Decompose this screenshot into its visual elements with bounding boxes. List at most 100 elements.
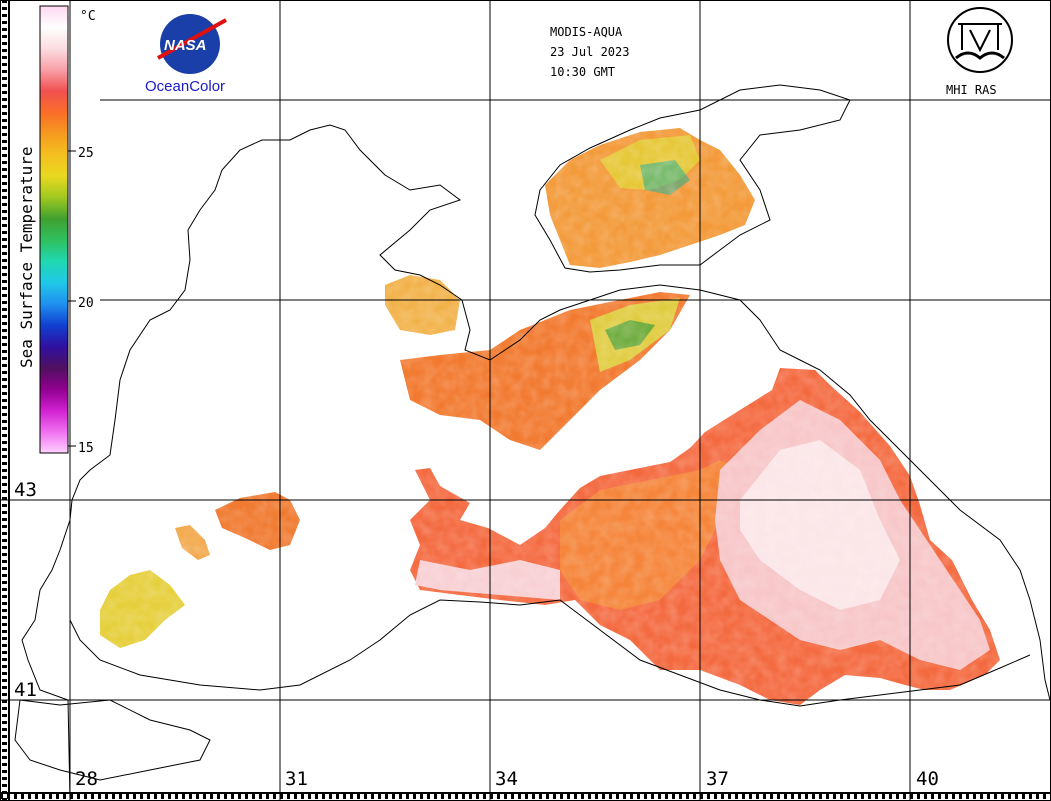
tick-mark: [2, 245, 7, 248]
tick-mark: [2, 707, 7, 710]
tick-mark: [2, 637, 7, 640]
tick-mark: [2, 532, 7, 535]
tick-mark: [924, 794, 927, 799]
tick-mark: [2, 98, 7, 101]
tick-mark: [637, 794, 640, 799]
tick-mark: [938, 794, 941, 799]
tick-mark: [2, 476, 7, 479]
tick-mark: [105, 794, 108, 799]
tick-mark: [2, 672, 7, 675]
tick-mark: [1043, 794, 1046, 799]
tick-mark: [763, 794, 766, 799]
tick-mark: [112, 794, 115, 799]
tick-mark: [98, 794, 101, 799]
tick-mark: [455, 794, 458, 799]
tick-mark: [2, 322, 7, 325]
tick-mark: [2, 665, 7, 668]
tick-mark: [2, 371, 7, 374]
tick-mark: [721, 794, 724, 799]
tick-mark: [196, 794, 199, 799]
tick-mark: [2, 147, 7, 150]
tick-mark: [364, 794, 367, 799]
tick-mark: [504, 794, 507, 799]
tick-mark: [266, 794, 269, 799]
tick-mark: [728, 794, 731, 799]
tick-mark: [980, 794, 983, 799]
tick-mark: [2, 602, 7, 605]
time-label: 10:30 GMT: [550, 65, 615, 79]
tick-mark: [7, 794, 10, 799]
tick-mark: [910, 794, 913, 799]
tick-mark: [2, 7, 7, 10]
tick-mark: [2, 273, 7, 276]
tick-mark: [2, 294, 7, 297]
tick-mark: [2, 777, 7, 780]
tick-mark: [518, 794, 521, 799]
tick-mark: [490, 794, 493, 799]
tick-mark: [2, 441, 7, 444]
tick-mark: [434, 794, 437, 799]
tick-mark: [714, 794, 717, 799]
tick-mark: [2, 14, 7, 17]
tick-mark: [812, 794, 815, 799]
lon-label-40: 40: [916, 768, 939, 790]
tick-mark: [427, 794, 430, 799]
tick-mark: [2, 35, 7, 38]
tick-mark: [644, 794, 647, 799]
tick-mark: [2, 784, 7, 787]
tick-mark: [539, 794, 542, 799]
tick-mark: [749, 794, 752, 799]
tick-mark: [2, 196, 7, 199]
lon-label-34: 34: [495, 768, 518, 790]
tick-mark: [259, 794, 262, 799]
tick-mark: [2, 392, 7, 395]
tick-mark: [476, 794, 479, 799]
tick-mark: [2, 266, 7, 269]
tick-mark: [35, 794, 38, 799]
mhi-ras-logo: MHI RAS: [946, 7, 1013, 97]
tick-mark: [2, 259, 7, 262]
tick-mark: [2, 616, 7, 619]
tick-mark: [2, 658, 7, 661]
tick-mark: [917, 794, 920, 799]
tick-mark: [672, 794, 675, 799]
tick-mark: [1001, 794, 1004, 799]
tick-mark: [28, 794, 31, 799]
tick-mark: [2, 455, 7, 458]
tick-mark: [2, 350, 7, 353]
tick-mark: [1015, 794, 1018, 799]
tick-mark: [2, 63, 7, 66]
tick-mark: [2, 511, 7, 514]
tick-mark: [413, 794, 416, 799]
tick-mark: [2, 567, 7, 570]
tick-mark: [399, 794, 402, 799]
tick-mark: [56, 794, 59, 799]
tick-mark: [595, 794, 598, 799]
axis-labels: 28 31 34 37 40 43 41: [14, 479, 939, 790]
lon-label-37: 37: [706, 768, 729, 790]
tick-mark: [2, 203, 7, 206]
tick-mark: [385, 794, 388, 799]
tick-mark: [847, 794, 850, 799]
tick-mark: [2, 462, 7, 465]
tick-mark: [2, 154, 7, 157]
nasa-meatball-icon: [160, 14, 220, 74]
tick-mark: [2, 770, 7, 773]
tick-mark: [392, 794, 395, 799]
tick-mark: [189, 794, 192, 799]
tick-mark: [2, 609, 7, 612]
tick-mark: [2, 378, 7, 381]
tick-mark: [70, 794, 73, 799]
tick-mark: [2, 798, 7, 801]
coastline: [14, 84, 1051, 801]
tick-mark: [616, 794, 619, 799]
tick-mark: [609, 794, 612, 799]
tick-mark: [497, 794, 500, 799]
tick-mark: [42, 794, 45, 799]
tick-mark: [2, 105, 7, 108]
tick-mark: [1022, 794, 1025, 799]
tick-mark: [2, 693, 7, 696]
tick-mark: [693, 794, 696, 799]
tick-mark: [882, 794, 885, 799]
